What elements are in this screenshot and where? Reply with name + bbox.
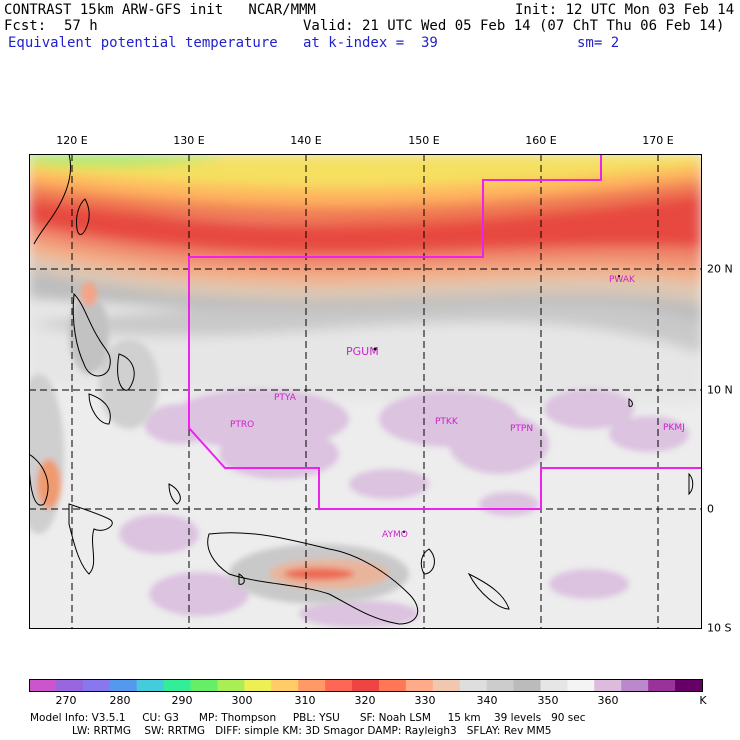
land-shading: [29, 282, 409, 604]
colorbar-cell: [82, 679, 111, 692]
cb-label-330: 330: [414, 694, 436, 707]
field-name: Equivalent potential temperature: [8, 35, 278, 51]
colorbar-cell: [298, 679, 326, 692]
colorbar: [29, 679, 703, 692]
colorbar-cell: [190, 679, 218, 692]
lat-label-10s: 10 S: [707, 621, 732, 635]
colorbar-cell: [325, 679, 353, 692]
lon-label-150e: 150 E: [408, 134, 440, 147]
lat-label-10n: 10 N: [707, 383, 733, 397]
station-pkmj: PKMJ: [663, 423, 685, 433]
station-marker-pwak: [618, 275, 620, 277]
colorbar-cell: [648, 679, 676, 692]
colorbar-cell: [432, 679, 461, 692]
cb-label-350: 350: [537, 694, 559, 707]
cb-label-290: 290: [171, 694, 193, 707]
colorbar-cell: [271, 679, 299, 692]
lat-label-0: 0: [707, 502, 714, 516]
station-ptkk: PTKK: [435, 417, 459, 427]
level-label: at k-index = 39: [303, 35, 438, 51]
map-frame: [29, 154, 702, 629]
colorbar-cell: [378, 679, 407, 692]
colorbar-cell: [621, 679, 649, 692]
colorbar-cell: [513, 679, 541, 692]
forecast-label: Fcst:: [4, 18, 47, 34]
colorbar-cell: [136, 679, 165, 692]
cb-unit: K: [699, 694, 707, 707]
colorbar-cell: [109, 679, 138, 692]
colorbar-frame: [29, 679, 703, 692]
colorbar-cell: [459, 679, 488, 692]
cb-label-360: 360: [597, 694, 619, 707]
colorbar-cell: [29, 679, 57, 692]
lon-label-160e: 160 E: [525, 134, 557, 147]
colorbar-cell: [163, 679, 192, 692]
model-title: CONTRAST 15km ARW-GFS init NCAR/MMM: [4, 2, 316, 18]
colorbar-cell: [540, 679, 568, 692]
colorbar-cell: [55, 679, 84, 692]
station-ptpn: PTPN: [510, 424, 533, 434]
station-ptya: PTYA: [274, 393, 297, 403]
cb-label-340: 340: [476, 694, 498, 707]
cb-label-300: 300: [231, 694, 253, 707]
theta-e-map: PWAK PGUM PTYA PTRO PTKK PTPN PKMJ AYMO: [29, 154, 702, 629]
station-pwak: PWAK: [609, 275, 636, 285]
init-time: Init: 12 UTC Mon 03 Feb 14: [515, 2, 735, 18]
lon-label-130e: 130 E: [173, 134, 205, 147]
model-info-line2: LW: RRTMG SW: RRTMG DIFF: simple KM: 3D …: [72, 725, 552, 737]
station-aymo: AYMO: [382, 530, 408, 540]
colorbar-cell: [405, 679, 434, 692]
colorbar-cell: [486, 679, 515, 692]
colorbar-cell: [594, 679, 622, 692]
lat-label-20n: 20 N: [707, 262, 733, 276]
model-info-line1: Model Info: V3.5.1 CU: G3 MP: Thompson P…: [30, 712, 586, 724]
region-boundary: [188, 154, 702, 510]
smoothing-label: sm= 2: [577, 35, 620, 51]
station-ptro: PTRO: [230, 420, 254, 430]
lon-label-120e: 120 E: [56, 134, 88, 147]
lon-label-140e: 140 E: [290, 134, 322, 147]
lon-label-170e: 170 E: [642, 134, 674, 147]
colorbar-cell: [567, 679, 595, 692]
station-pgum: PGUM: [346, 345, 379, 358]
purple-patches: [119, 389, 689, 628]
cb-label-270: 270: [55, 694, 77, 707]
colorbar-cell: [352, 679, 380, 692]
cb-label-310: 310: [294, 694, 316, 707]
lat-lon-grid: [29, 154, 702, 629]
colorbar-cell: [244, 679, 272, 692]
cb-label-280: 280: [109, 694, 131, 707]
station-marker-aymo: [403, 531, 405, 533]
valid-time: Valid: 21 UTC Wed 05 Feb 14 (07 ChT Thu …: [303, 18, 725, 34]
forecast-hour: 57 h: [64, 18, 98, 34]
colorbar-cell: [675, 679, 703, 692]
station-marker-pgum: [373, 347, 377, 351]
cb-label-320: 320: [354, 694, 376, 707]
colorbar-cell: [217, 679, 245, 692]
coastlines: [29, 154, 694, 625]
